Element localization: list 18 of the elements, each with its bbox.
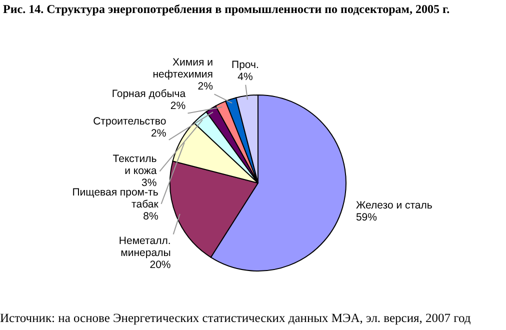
slice-label: Строительство bbox=[93, 116, 166, 128]
data-label: 59% bbox=[356, 211, 377, 224]
data-label: 2% bbox=[198, 80, 213, 92]
text: Источник: на основе Энергетических статистических данных МЭА, эл. версия, 2007 год bbox=[0, 311, 472, 325]
data-label: 3% bbox=[142, 176, 157, 189]
slice-label: Химия и нефтехимия bbox=[152, 56, 214, 80]
chart-title: Рис. 14. Структура энергопотребления в промышленности по подсекторам, 2005 г. bbox=[3, 2, 450, 16]
slice-label: Проч. bbox=[232, 58, 259, 71]
slice-label: Горная добыча bbox=[112, 88, 186, 100]
data-label: 8% bbox=[143, 210, 158, 223]
data-label: 2% bbox=[150, 128, 166, 140]
slice-label: Неметалл. минералы bbox=[118, 234, 171, 259]
data-label: 2% bbox=[170, 100, 186, 112]
slice-label: Пищевая пром-ть табак bbox=[72, 186, 159, 211]
data-label: 20% bbox=[150, 258, 171, 271]
slice-label: Текстиль и кожа bbox=[112, 152, 158, 177]
slice-label: Железо и сталь bbox=[356, 199, 433, 212]
data-label: 4% bbox=[238, 70, 253, 83]
